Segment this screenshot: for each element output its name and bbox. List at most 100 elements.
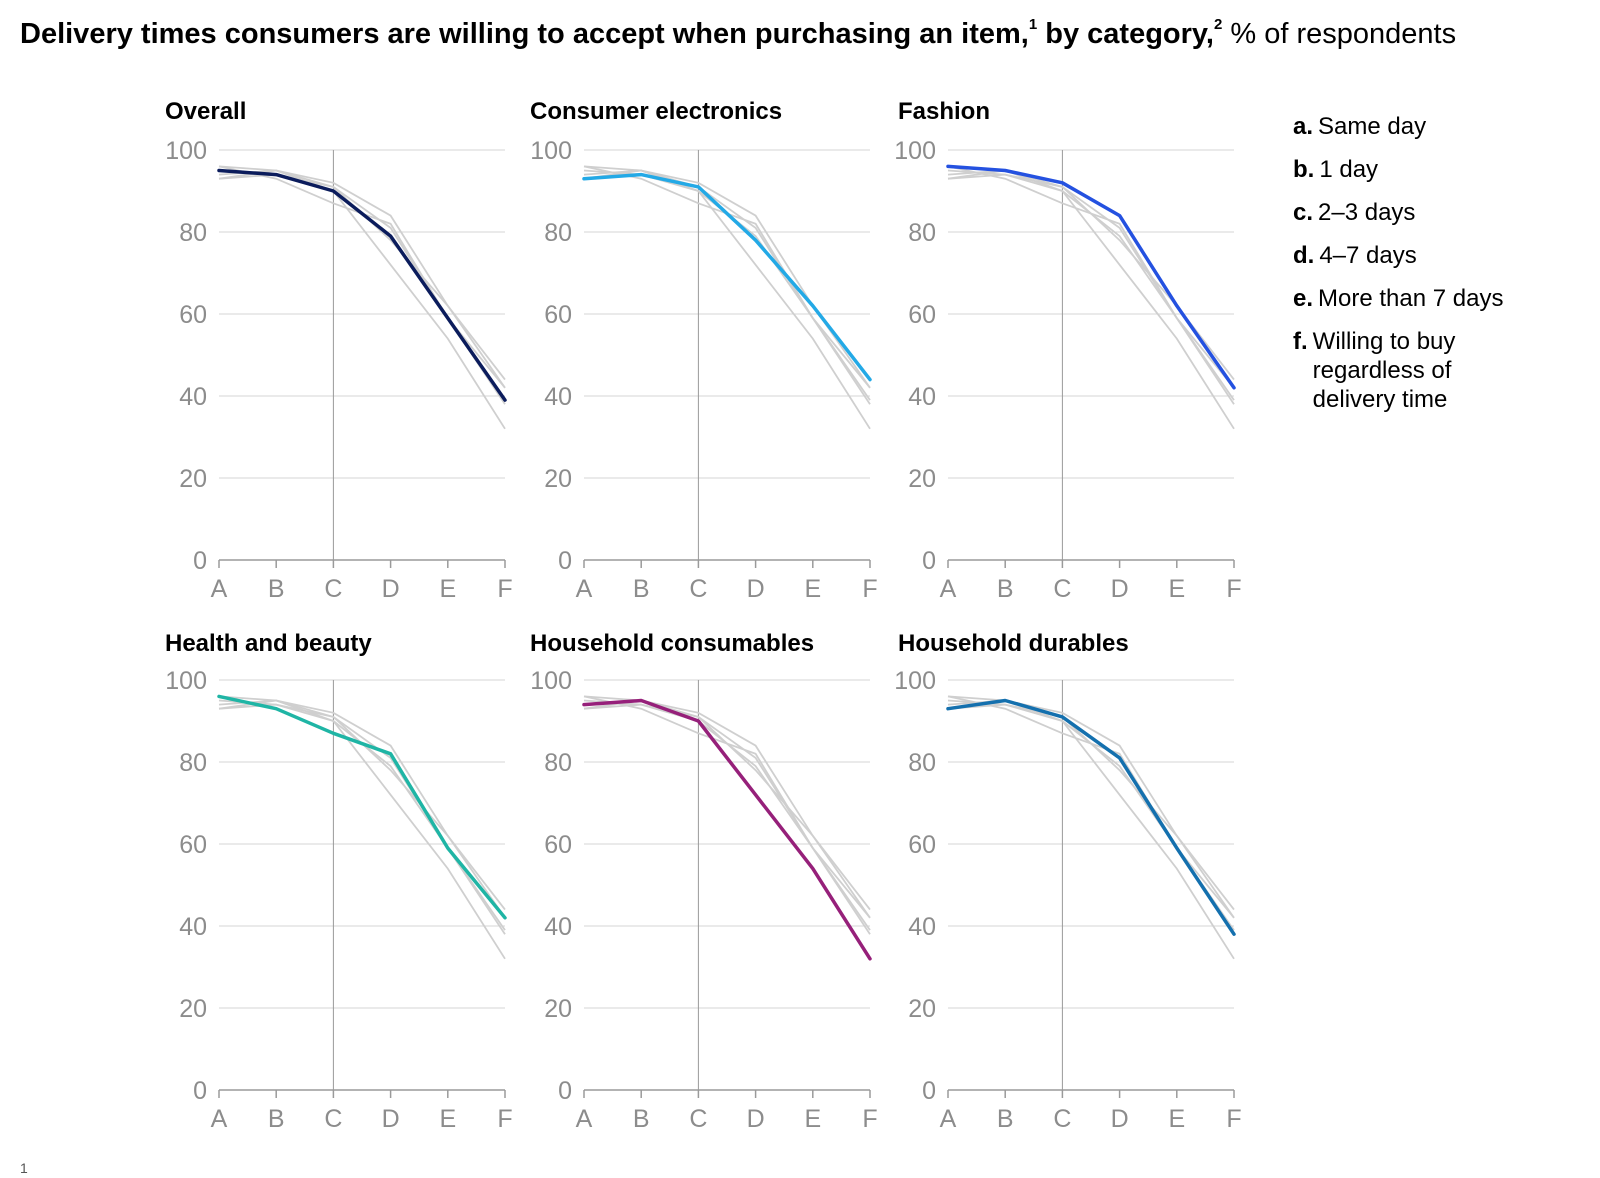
y-tick-label: 60	[544, 301, 572, 329]
y-tick-label: 80	[908, 219, 936, 247]
x-tick-label: B	[268, 1105, 285, 1133]
title-mid: by category,	[1037, 18, 1214, 50]
comparison-series-line	[583, 165, 871, 389]
panel-title-health-and-beauty: Health and beauty	[165, 630, 372, 657]
comparison-series-line	[947, 699, 1235, 931]
comparison-series-line	[583, 695, 871, 919]
x-tick-label: C	[1053, 1105, 1071, 1133]
title-footnote-2: 2	[1213, 16, 1223, 33]
comparison-series-line	[947, 169, 1235, 430]
x-tick-label: A	[211, 575, 228, 603]
comparison-series-line	[583, 703, 871, 911]
x-tick-label: B	[997, 575, 1014, 603]
title-unit: % of respondents	[1222, 18, 1457, 50]
y-tick-label: 0	[193, 547, 207, 575]
x-tick-label: A	[576, 575, 593, 603]
x-tick-label: F	[497, 575, 512, 603]
y-tick-label: 0	[558, 1077, 572, 1105]
x-tick-label: C	[689, 575, 707, 603]
y-tick-label: 100	[530, 137, 572, 165]
panel-title-household-consumables: Household consumables	[530, 630, 815, 657]
x-tick-label: D	[382, 575, 400, 603]
comparison-series-line	[583, 169, 871, 430]
series-line	[217, 168, 507, 402]
comparison-series-line	[218, 699, 506, 935]
x-tick-label: E	[804, 575, 821, 603]
comparison-series-line	[218, 703, 506, 911]
comparison-series-line	[218, 169, 506, 430]
footnote-marker: 1	[20, 1160, 28, 1176]
y-tick-label: 80	[179, 749, 207, 777]
legend-text: More than 7 days	[1318, 285, 1504, 312]
comparison-series-line	[947, 165, 1235, 389]
legend-item-e: e. More than 7 days	[1293, 284, 1513, 313]
x-tick-label: C	[1053, 575, 1071, 603]
y-tick-label: 20	[908, 995, 936, 1023]
x-tick-label: F	[862, 1105, 877, 1133]
legend-letter: f.	[1293, 328, 1308, 355]
comparison-series-line	[218, 695, 506, 919]
x-tick-label: E	[1168, 575, 1185, 603]
comparison-series-line	[218, 699, 506, 960]
x-tick-label: E	[1168, 1105, 1185, 1133]
y-tick-label: 20	[544, 465, 572, 493]
y-tick-label: 60	[544, 831, 572, 859]
panel-title-overall: Overall	[165, 98, 247, 125]
x-tick-label: A	[940, 575, 957, 603]
comparison-series-line	[583, 169, 871, 401]
series-line	[946, 698, 1236, 936]
y-tick-label: 0	[193, 1077, 207, 1105]
series-line	[946, 164, 1236, 390]
legend-item-b: b. 1 day	[1293, 155, 1513, 184]
y-tick-label: 100	[165, 137, 207, 165]
panel-title-household-durables: Household durables	[898, 630, 1129, 657]
x-tick-label: D	[747, 575, 765, 603]
x-tick-label: C	[689, 1105, 707, 1133]
y-tick-label: 80	[544, 749, 572, 777]
comparison-series-line	[947, 169, 1235, 401]
y-tick-label: 0	[922, 1077, 936, 1105]
x-tick-label: D	[1111, 1105, 1129, 1133]
legend-text: 1 day	[1319, 156, 1379, 183]
y-tick-label: 0	[558, 547, 572, 575]
x-tick-label: E	[439, 575, 456, 603]
x-tick-label: D	[1111, 575, 1129, 603]
chart-title: Delivery times consumers are willing to …	[20, 16, 1457, 51]
x-tick-label: B	[633, 1105, 650, 1133]
comparison-series-line	[218, 169, 506, 405]
y-tick-label: 80	[179, 219, 207, 247]
x-tick-label: E	[439, 1105, 456, 1133]
y-tick-label: 20	[179, 995, 207, 1023]
comparison-series-line	[583, 695, 871, 919]
y-tick-label: 40	[179, 913, 207, 941]
legend-letter: d.	[1293, 242, 1315, 269]
comparison-series-line	[947, 695, 1235, 919]
x-tick-label: A	[576, 1105, 593, 1133]
y-tick-label: 100	[530, 667, 572, 695]
legend-item-a: a. Same day	[1293, 112, 1513, 141]
comparison-series-line	[583, 169, 871, 405]
comparison-series-line	[947, 173, 1235, 381]
x-tick-label: F	[1226, 1105, 1241, 1133]
x-tick-label: E	[804, 1105, 821, 1133]
comparison-series-line	[583, 699, 871, 931]
x-tick-label: B	[268, 575, 285, 603]
y-tick-label: 60	[908, 831, 936, 859]
comparison-series-line	[947, 169, 1235, 405]
y-tick-label: 60	[908, 301, 936, 329]
y-tick-label: 20	[908, 465, 936, 493]
y-tick-label: 80	[908, 749, 936, 777]
y-tick-label: 40	[544, 383, 572, 411]
comparison-series-line	[218, 173, 506, 381]
y-tick-label: 40	[908, 913, 936, 941]
panel-title-fashion: Fashion	[898, 98, 991, 125]
legend-text: 4–7 days	[1319, 242, 1417, 269]
series-line	[217, 694, 507, 920]
y-tick-label: 40	[544, 913, 572, 941]
legend-item-f: f. Willing to buy regardless of delivery …	[1293, 327, 1513, 414]
x-tick-label: D	[382, 1105, 400, 1133]
x-tick-label: D	[747, 1105, 765, 1133]
x-tick-label: B	[997, 1105, 1014, 1133]
x-tick-label: A	[211, 1105, 228, 1133]
x-tick-label: F	[1226, 575, 1241, 603]
